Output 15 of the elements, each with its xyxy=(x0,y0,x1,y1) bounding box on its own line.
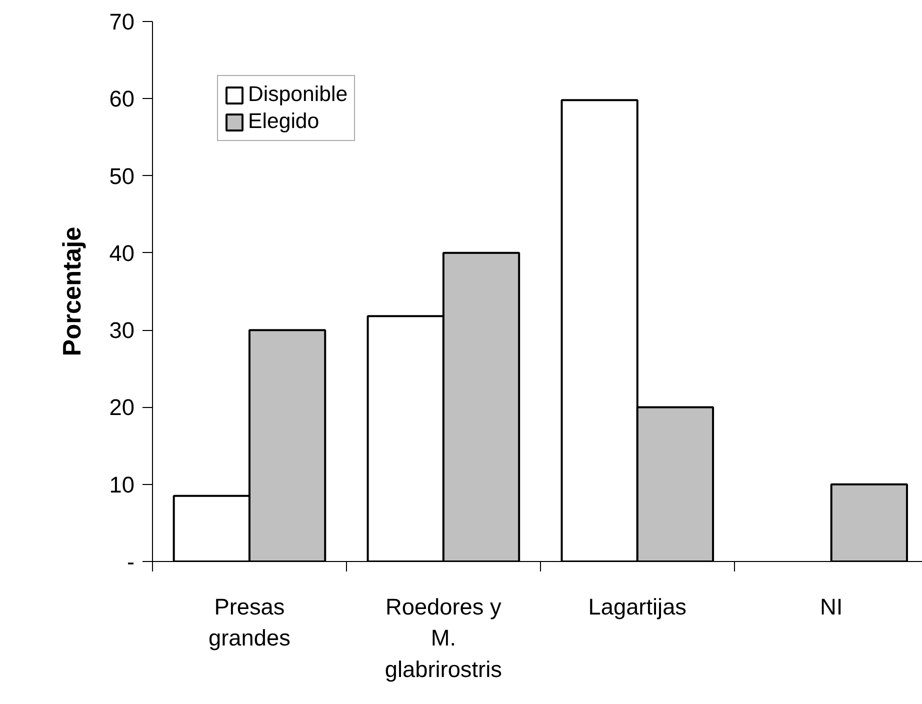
legend-label: Elegido xyxy=(248,109,320,134)
y-tick-label: 30 xyxy=(109,317,134,344)
y-axis-title: Porcentaje xyxy=(58,226,86,356)
legend-label: Disponible xyxy=(248,82,348,107)
y-tick-label: 20 xyxy=(109,394,134,420)
y-tick-label: - xyxy=(126,548,134,574)
x-tick-label: Lagartijas xyxy=(588,594,687,620)
y-tick-label: 50 xyxy=(109,162,134,189)
y-tick-label: 60 xyxy=(109,86,134,112)
y-tick-label: 70 xyxy=(109,8,134,34)
x-tick-label: NI xyxy=(820,594,843,620)
y-tick-label: 40 xyxy=(109,240,134,266)
y-tick-label: 10 xyxy=(109,471,134,498)
x-tick-label: Presas grandes xyxy=(208,594,290,651)
x-tick-label: Roedores y M. glabrirostris xyxy=(384,594,502,682)
